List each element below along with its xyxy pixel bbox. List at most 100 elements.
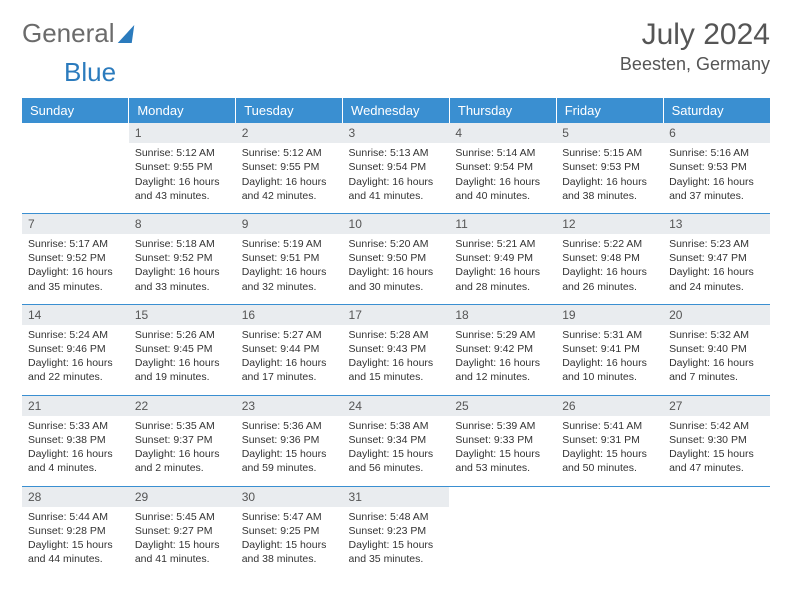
sunrise-line: Sunrise: 5:12 AM	[135, 146, 230, 160]
sunrise-line: Sunrise: 5:35 AM	[135, 419, 230, 433]
sunrise-line: Sunrise: 5:26 AM	[135, 328, 230, 342]
calendar-cell: 24Sunrise: 5:38 AMSunset: 9:34 PMDayligh…	[343, 395, 450, 486]
sunset-line: Sunset: 9:44 PM	[242, 342, 337, 356]
daylight-line: Daylight: 16 hours and 26 minutes.	[562, 265, 657, 293]
sunset-line: Sunset: 9:33 PM	[455, 433, 550, 447]
sunset-line: Sunset: 9:45 PM	[135, 342, 230, 356]
day-number: 8	[129, 214, 236, 234]
daylight-line: Daylight: 16 hours and 37 minutes.	[669, 175, 764, 203]
sunrise-line: Sunrise: 5:47 AM	[242, 510, 337, 524]
calendar-cell: 3Sunrise: 5:13 AMSunset: 9:54 PMDaylight…	[343, 123, 450, 213]
calendar-cell: 7Sunrise: 5:17 AMSunset: 9:52 PMDaylight…	[22, 213, 129, 304]
calendar-cell: 6Sunrise: 5:16 AMSunset: 9:53 PMDaylight…	[663, 123, 770, 213]
day-header: Monday	[129, 98, 236, 123]
daylight-line: Daylight: 16 hours and 10 minutes.	[562, 356, 657, 384]
sunset-line: Sunset: 9:52 PM	[28, 251, 123, 265]
daylight-line: Daylight: 16 hours and 32 minutes.	[242, 265, 337, 293]
day-number: 21	[22, 396, 129, 416]
calendar-cell: 14Sunrise: 5:24 AMSunset: 9:46 PMDayligh…	[22, 304, 129, 395]
day-number: 5	[556, 123, 663, 143]
calendar-cell: 16Sunrise: 5:27 AMSunset: 9:44 PMDayligh…	[236, 304, 343, 395]
day-number: 2	[236, 123, 343, 143]
sunrise-line: Sunrise: 5:28 AM	[349, 328, 444, 342]
calendar-cell: 31Sunrise: 5:48 AMSunset: 9:23 PMDayligh…	[343, 486, 450, 576]
day-header: Tuesday	[236, 98, 343, 123]
location-label: Beesten, Germany	[620, 54, 770, 75]
calendar-cell: 26Sunrise: 5:41 AMSunset: 9:31 PMDayligh…	[556, 395, 663, 486]
brand-triangle-icon	[117, 25, 134, 43]
calendar-cell: 9Sunrise: 5:19 AMSunset: 9:51 PMDaylight…	[236, 213, 343, 304]
calendar-cell: 15Sunrise: 5:26 AMSunset: 9:45 PMDayligh…	[129, 304, 236, 395]
sunrise-line: Sunrise: 5:36 AM	[242, 419, 337, 433]
sunrise-line: Sunrise: 5:31 AM	[562, 328, 657, 342]
calendar-week-row: 1 Sunrise: 5:12 AM Sunset: 9:55 PM Daylight…	[22, 123, 770, 213]
day-number: 27	[663, 396, 770, 416]
day-number: 4	[449, 123, 556, 143]
calendar-cell: 25Sunrise: 5:39 AMSunset: 9:33 PMDayligh…	[449, 395, 556, 486]
calendar-cell: 29Sunrise: 5:45 AMSunset: 9:27 PMDayligh…	[129, 486, 236, 576]
daylight-line: Daylight: 16 hours and 40 minutes.	[455, 175, 550, 203]
daylight-line: Daylight: 16 hours and 4 minutes.	[28, 447, 123, 475]
daylight-line: Daylight: 16 hours and 22 minutes.	[28, 356, 123, 384]
daylight-line: Daylight: 16 hours and 12 minutes.	[455, 356, 550, 384]
daylight-line: Daylight: 15 hours and 53 minutes.	[455, 447, 550, 475]
sunset-line: Sunset: 9:41 PM	[562, 342, 657, 356]
sunset-line: Sunset: 9:49 PM	[455, 251, 550, 265]
sunrise-line: Sunrise: 5:41 AM	[562, 419, 657, 433]
sunrise-line: Sunrise: 5:15 AM	[562, 146, 657, 160]
daylight-line: Daylight: 15 hours and 56 minutes.	[349, 447, 444, 475]
day-number: 12	[556, 214, 663, 234]
sunrise-line: Sunrise: 5:23 AM	[669, 237, 764, 251]
sunset-line: Sunset: 9:53 PM	[669, 160, 764, 174]
calendar-week-row: 28Sunrise: 5:44 AMSunset: 9:28 PMDayligh…	[22, 486, 770, 576]
sunrise-line: Sunrise: 5:22 AM	[562, 237, 657, 251]
title-block: July 2024 Beesten, Germany	[620, 18, 770, 75]
sunrise-line: Sunrise: 5:13 AM	[349, 146, 444, 160]
calendar-cell: 17Sunrise: 5:28 AMSunset: 9:43 PMDayligh…	[343, 304, 450, 395]
day-number: 1	[129, 123, 236, 143]
calendar-cell: 18Sunrise: 5:29 AMSunset: 9:42 PMDayligh…	[449, 304, 556, 395]
brand-word-2: Blue	[64, 57, 116, 87]
daylight-line: Daylight: 16 hours and 43 minutes.	[135, 175, 230, 203]
calendar-cell: 5Sunrise: 5:15 AMSunset: 9:53 PMDaylight…	[556, 123, 663, 213]
sunrise-line: Sunrise: 5:14 AM	[455, 146, 550, 160]
day-number: 22	[129, 396, 236, 416]
day-header: Thursday	[449, 98, 556, 123]
calendar-cell: 21Sunrise: 5:33 AMSunset: 9:38 PMDayligh…	[22, 395, 129, 486]
sunrise-line: Sunrise: 5:33 AM	[28, 419, 123, 433]
daylight-line: Daylight: 16 hours and 30 minutes.	[349, 265, 444, 293]
day-number: 11	[449, 214, 556, 234]
calendar-week-row: 14Sunrise: 5:24 AMSunset: 9:46 PMDayligh…	[22, 304, 770, 395]
daylight-line: Daylight: 15 hours and 35 minutes.	[349, 538, 444, 566]
sunrise-line: Sunrise: 5:45 AM	[135, 510, 230, 524]
day-number: 18	[449, 305, 556, 325]
day-number: 14	[22, 305, 129, 325]
sunset-line: Sunset: 9:43 PM	[349, 342, 444, 356]
daylight-line: Daylight: 16 hours and 7 minutes.	[669, 356, 764, 384]
day-header: Wednesday	[343, 98, 450, 123]
sunrise-line: Sunrise: 5:21 AM	[455, 237, 550, 251]
day-header: Friday	[556, 98, 663, 123]
day-number: 24	[343, 396, 450, 416]
calendar-cell	[22, 123, 129, 213]
day-number: 26	[556, 396, 663, 416]
sunset-line: Sunset: 9:48 PM	[562, 251, 657, 265]
calendar-cell: 4Sunrise: 5:14 AMSunset: 9:54 PMDaylight…	[449, 123, 556, 213]
sunrise-line: Sunrise: 5:44 AM	[28, 510, 123, 524]
day-number: 7	[22, 214, 129, 234]
daylight-line: Daylight: 15 hours and 38 minutes.	[242, 538, 337, 566]
sunset-line: Sunset: 9:42 PM	[455, 342, 550, 356]
sunset-line: Sunset: 9:50 PM	[349, 251, 444, 265]
sunrise-line: Sunrise: 5:16 AM	[669, 146, 764, 160]
calendar-cell: 13Sunrise: 5:23 AMSunset: 9:47 PMDayligh…	[663, 213, 770, 304]
day-number: 16	[236, 305, 343, 325]
sunset-line: Sunset: 9:55 PM	[242, 160, 337, 174]
daylight-line: Daylight: 15 hours and 47 minutes.	[669, 447, 764, 475]
calendar-table: SundayMondayTuesdayWednesdayThursdayFrid…	[22, 98, 770, 576]
daylight-line: Daylight: 15 hours and 41 minutes.	[135, 538, 230, 566]
sunset-line: Sunset: 9:36 PM	[242, 433, 337, 447]
sunset-line: Sunset: 9:46 PM	[28, 342, 123, 356]
day-number: 31	[343, 487, 450, 507]
sunrise-line: Sunrise: 5:18 AM	[135, 237, 230, 251]
daylight-line: Daylight: 16 hours and 35 minutes.	[28, 265, 123, 293]
